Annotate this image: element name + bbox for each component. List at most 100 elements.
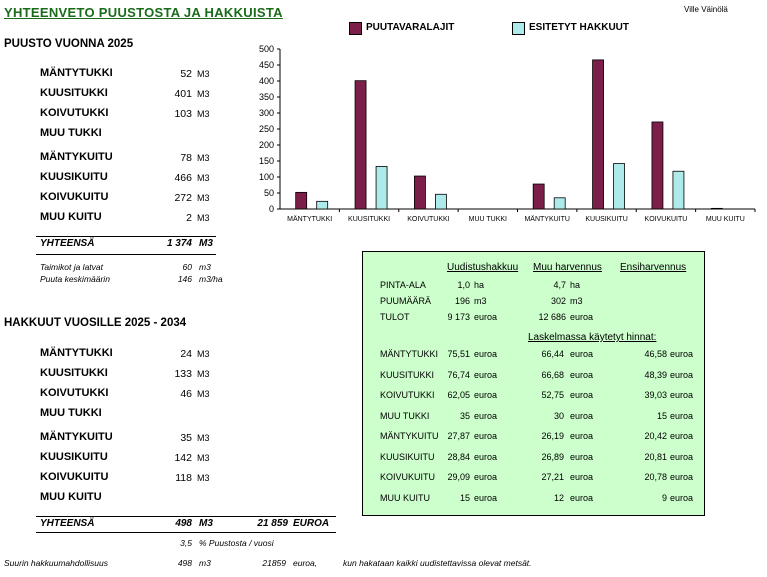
puusto-row-label: KOIVUTUKKI [40, 107, 109, 119]
price-value: 28,84 [447, 451, 470, 462]
price-unit: euroa [570, 472, 594, 482]
y-tick-label: 300 [259, 108, 274, 118]
hakkuut-row-unit: M3 [197, 349, 210, 359]
legend-label-puutavaralajit: PUUTAVARALAJIT [366, 22, 455, 33]
panel-info-unit: ha [570, 280, 581, 290]
puusto-row-unit: M3 [197, 153, 210, 163]
puusto-row-label: KOIVUKUITU [40, 191, 109, 203]
puusto-row-label: KUUSITUKKI [40, 87, 108, 99]
price-unit: euroa [474, 431, 498, 441]
hakkuut-row-value: 133 [174, 368, 192, 380]
puusto-row-label: MUU KUITU [40, 211, 102, 223]
keskimaarin-value: 146 [177, 274, 192, 284]
bar-hakkuut [435, 193, 447, 210]
puusto-row-value: 272 [174, 192, 192, 204]
price-value: 76,74 [447, 369, 470, 380]
panel-header: Ensiharvennus [620, 262, 687, 273]
hakkuut-row-unit: M3 [197, 433, 210, 443]
price-label: KUUSITUKKI [380, 369, 435, 380]
panel-header: Muu harvennus [533, 262, 602, 273]
y-tick-label: 450 [259, 60, 274, 70]
price-unit: euroa [670, 349, 694, 359]
panel-header: Uudistushakkuu [447, 262, 519, 273]
bar-chart: 0 50 100 150 200 250 300 350 400 450 500 MÄNTYTUKKI… [259, 44, 756, 223]
price-label: MÄNTYTUKKI [380, 349, 439, 359]
price-value: 26,19 [541, 431, 564, 441]
hakkuut-heading: HAKKUUT VUOSILLE 2025 - 2034 [4, 317, 187, 329]
price-unit: euroa [670, 369, 694, 380]
puusto-row-value: 78 [180, 152, 192, 164]
price-value: 20,42 [644, 431, 667, 441]
footer-unit: m3 [199, 558, 211, 568]
hakkuut-row-value: 35 [180, 432, 192, 444]
price-value: 12 [553, 492, 564, 503]
price-unit: euroa [670, 492, 694, 503]
bar-hakkuut [553, 197, 566, 210]
taimikot-value: 60 [182, 262, 192, 272]
x-tick-label: MUU KUITU [706, 216, 745, 223]
percent-value: 3,5 [180, 538, 192, 548]
price-unit: euroa [474, 472, 498, 482]
taimikot-label: Taimikot ja latvat [40, 262, 103, 272]
x-tick-label: KUUSIKUITU [585, 216, 627, 223]
panel-info-label: PUUMÄÄRÄ [380, 296, 432, 306]
price-unit: euroa [570, 369, 594, 380]
puusto-row-unit: M3 [197, 173, 210, 183]
taimikot-unit: m3 [199, 262, 211, 272]
hakkuut-total-money-unit: EUROA [293, 518, 330, 529]
price-unit: euroa [570, 451, 594, 462]
bar-puutavaralajit [354, 80, 367, 210]
hakkuut-row-label: MUU TUKKI [40, 407, 102, 419]
hakkuut-total-label: YHTEENSÄ [40, 518, 95, 529]
panel-info-value: 4,7 [553, 280, 566, 290]
price-unit: euroa [670, 431, 694, 441]
puusto-row-unit: M3 [197, 193, 210, 203]
puusto-total-underline [36, 254, 216, 255]
price-label: MUU TUKKI [380, 410, 430, 421]
puusto-row-unit: M3 [197, 89, 210, 99]
price-unit: euroa [474, 369, 498, 380]
puusto-total-label: YHTEENSÄ [40, 238, 95, 249]
puusto-row-label: KUUSIKUITU [40, 171, 108, 183]
price-unit: euroa [474, 390, 498, 400]
price-value: 9 [661, 492, 667, 503]
harvest-panel [362, 251, 705, 516]
panel-info-value: 196 [454, 296, 470, 306]
hakkuut-row-label: MÄNTYTUKKI [40, 347, 113, 359]
panel-info-value: 302 [550, 296, 566, 306]
price-value: 66,44 [541, 349, 564, 359]
price-value: 27,87 [447, 431, 470, 441]
panel-info-value: 1,0 [457, 280, 470, 290]
hakkuut-row-label: KUUSITUKKI [40, 367, 108, 379]
puusto-total-value: 1 374 [166, 238, 192, 249]
puusto-row-label: MÄNTYKUITU [40, 151, 113, 163]
hakkuut-row-label: KOIVUTUKKI [40, 387, 109, 399]
price-value: 29,09 [447, 472, 470, 482]
bar-puutavaralajit [532, 183, 545, 210]
price-value: 30 [553, 410, 564, 421]
bar-puutavaralajit [295, 191, 308, 210]
price-unit: euroa [670, 472, 694, 482]
hakkuut-row-label: KUUSIKUITU [40, 451, 108, 463]
hakkuut-row-value: 24 [180, 348, 192, 360]
price-unit: euroa [570, 349, 594, 359]
footer-money-unit: euroa, [293, 558, 318, 568]
legend-label-hakkuut: ESITETYT HAKKUUT [529, 22, 629, 33]
price-value: 46,58 [644, 349, 667, 359]
price-value: 48,39 [644, 369, 667, 380]
price-unit: euroa [570, 431, 594, 441]
puusto-row-value: 2 [186, 212, 192, 224]
price-unit: euroa [670, 451, 694, 462]
price-value: 52,75 [541, 390, 564, 400]
price-value: 20,81 [644, 451, 667, 462]
bar-puutavaralajit [710, 207, 723, 210]
bar-hakkuut [672, 170, 685, 210]
puusto-row-value: 103 [174, 108, 192, 120]
puusto-row-unit: M3 [197, 69, 210, 79]
price-label: MÄNTYKUITU [380, 431, 439, 441]
percent-text: % Puustosta / vuosi [199, 538, 274, 548]
y-tick-label: 150 [259, 156, 274, 166]
bar-hakkuut [613, 163, 625, 210]
legend-swatch-puutavaralajit [349, 22, 362, 35]
puusto-row-label: MUU TUKKI [40, 127, 102, 139]
